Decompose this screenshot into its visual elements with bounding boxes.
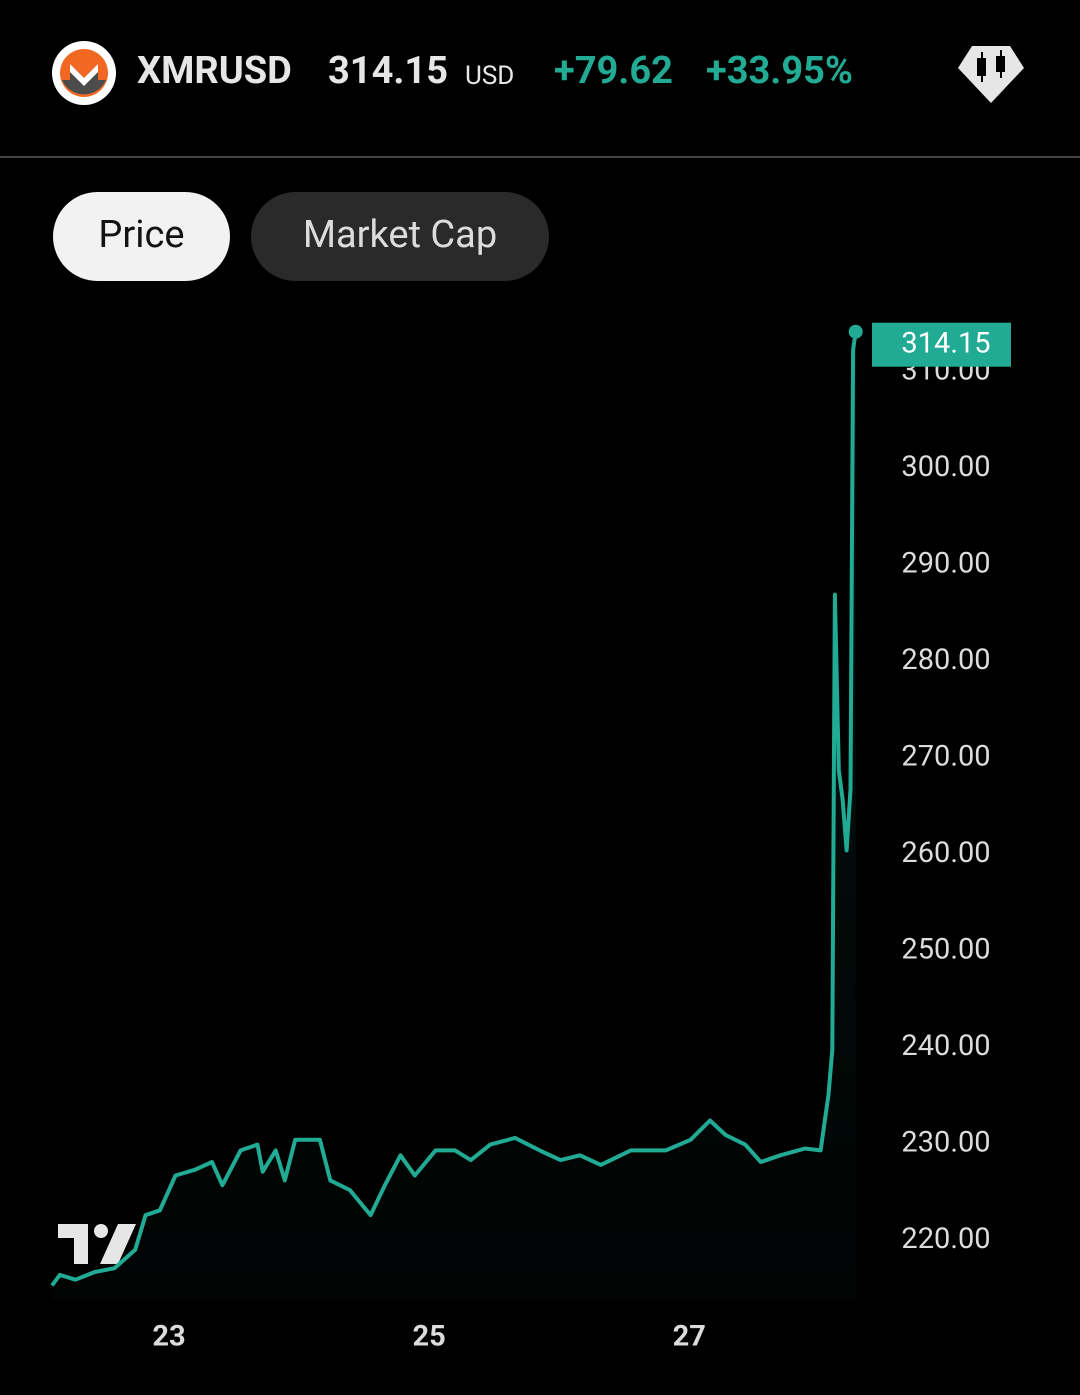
chart-style-button[interactable] bbox=[958, 46, 1024, 103]
price-line bbox=[50, 331, 858, 1287]
tradingview-logo bbox=[58, 1224, 136, 1264]
y-tick-label: 260.00 bbox=[901, 836, 990, 870]
last-price-label: 314.15 bbox=[901, 326, 990, 360]
coin-logo bbox=[52, 41, 116, 105]
y-tick-label: 270.00 bbox=[901, 739, 990, 773]
y-tick-label: 280.00 bbox=[901, 643, 990, 677]
area bbox=[52, 331, 856, 1300]
tab-price[interactable] bbox=[53, 192, 230, 281]
tab-market-cap[interactable] bbox=[251, 192, 549, 281]
x-tick-label: 27 bbox=[673, 1320, 706, 1354]
y-tick-label: 300.00 bbox=[901, 450, 990, 484]
change-percent: +33.95% bbox=[706, 49, 853, 93]
symbol: XMRUSD bbox=[137, 49, 292, 93]
x-tick-label: 25 bbox=[412, 1320, 445, 1354]
y-tick-label: 240.00 bbox=[901, 1029, 990, 1063]
change: +79.62 bbox=[554, 49, 673, 93]
y-tick-label: 250.00 bbox=[901, 932, 990, 966]
price: 314.15 bbox=[328, 49, 448, 93]
last-point bbox=[848, 324, 863, 339]
tab-label[interactable]: Market Cap bbox=[303, 213, 497, 257]
y-tick-label: 230.00 bbox=[901, 1125, 990, 1159]
x-tick-label: 23 bbox=[152, 1320, 185, 1354]
y-tick-label: 220.00 bbox=[901, 1222, 990, 1256]
tab-label[interactable]: Price bbox=[98, 213, 184, 257]
last-price-badge bbox=[872, 322, 1011, 367]
y-tick-label: 290.00 bbox=[901, 546, 990, 580]
currency: USD bbox=[465, 61, 514, 91]
